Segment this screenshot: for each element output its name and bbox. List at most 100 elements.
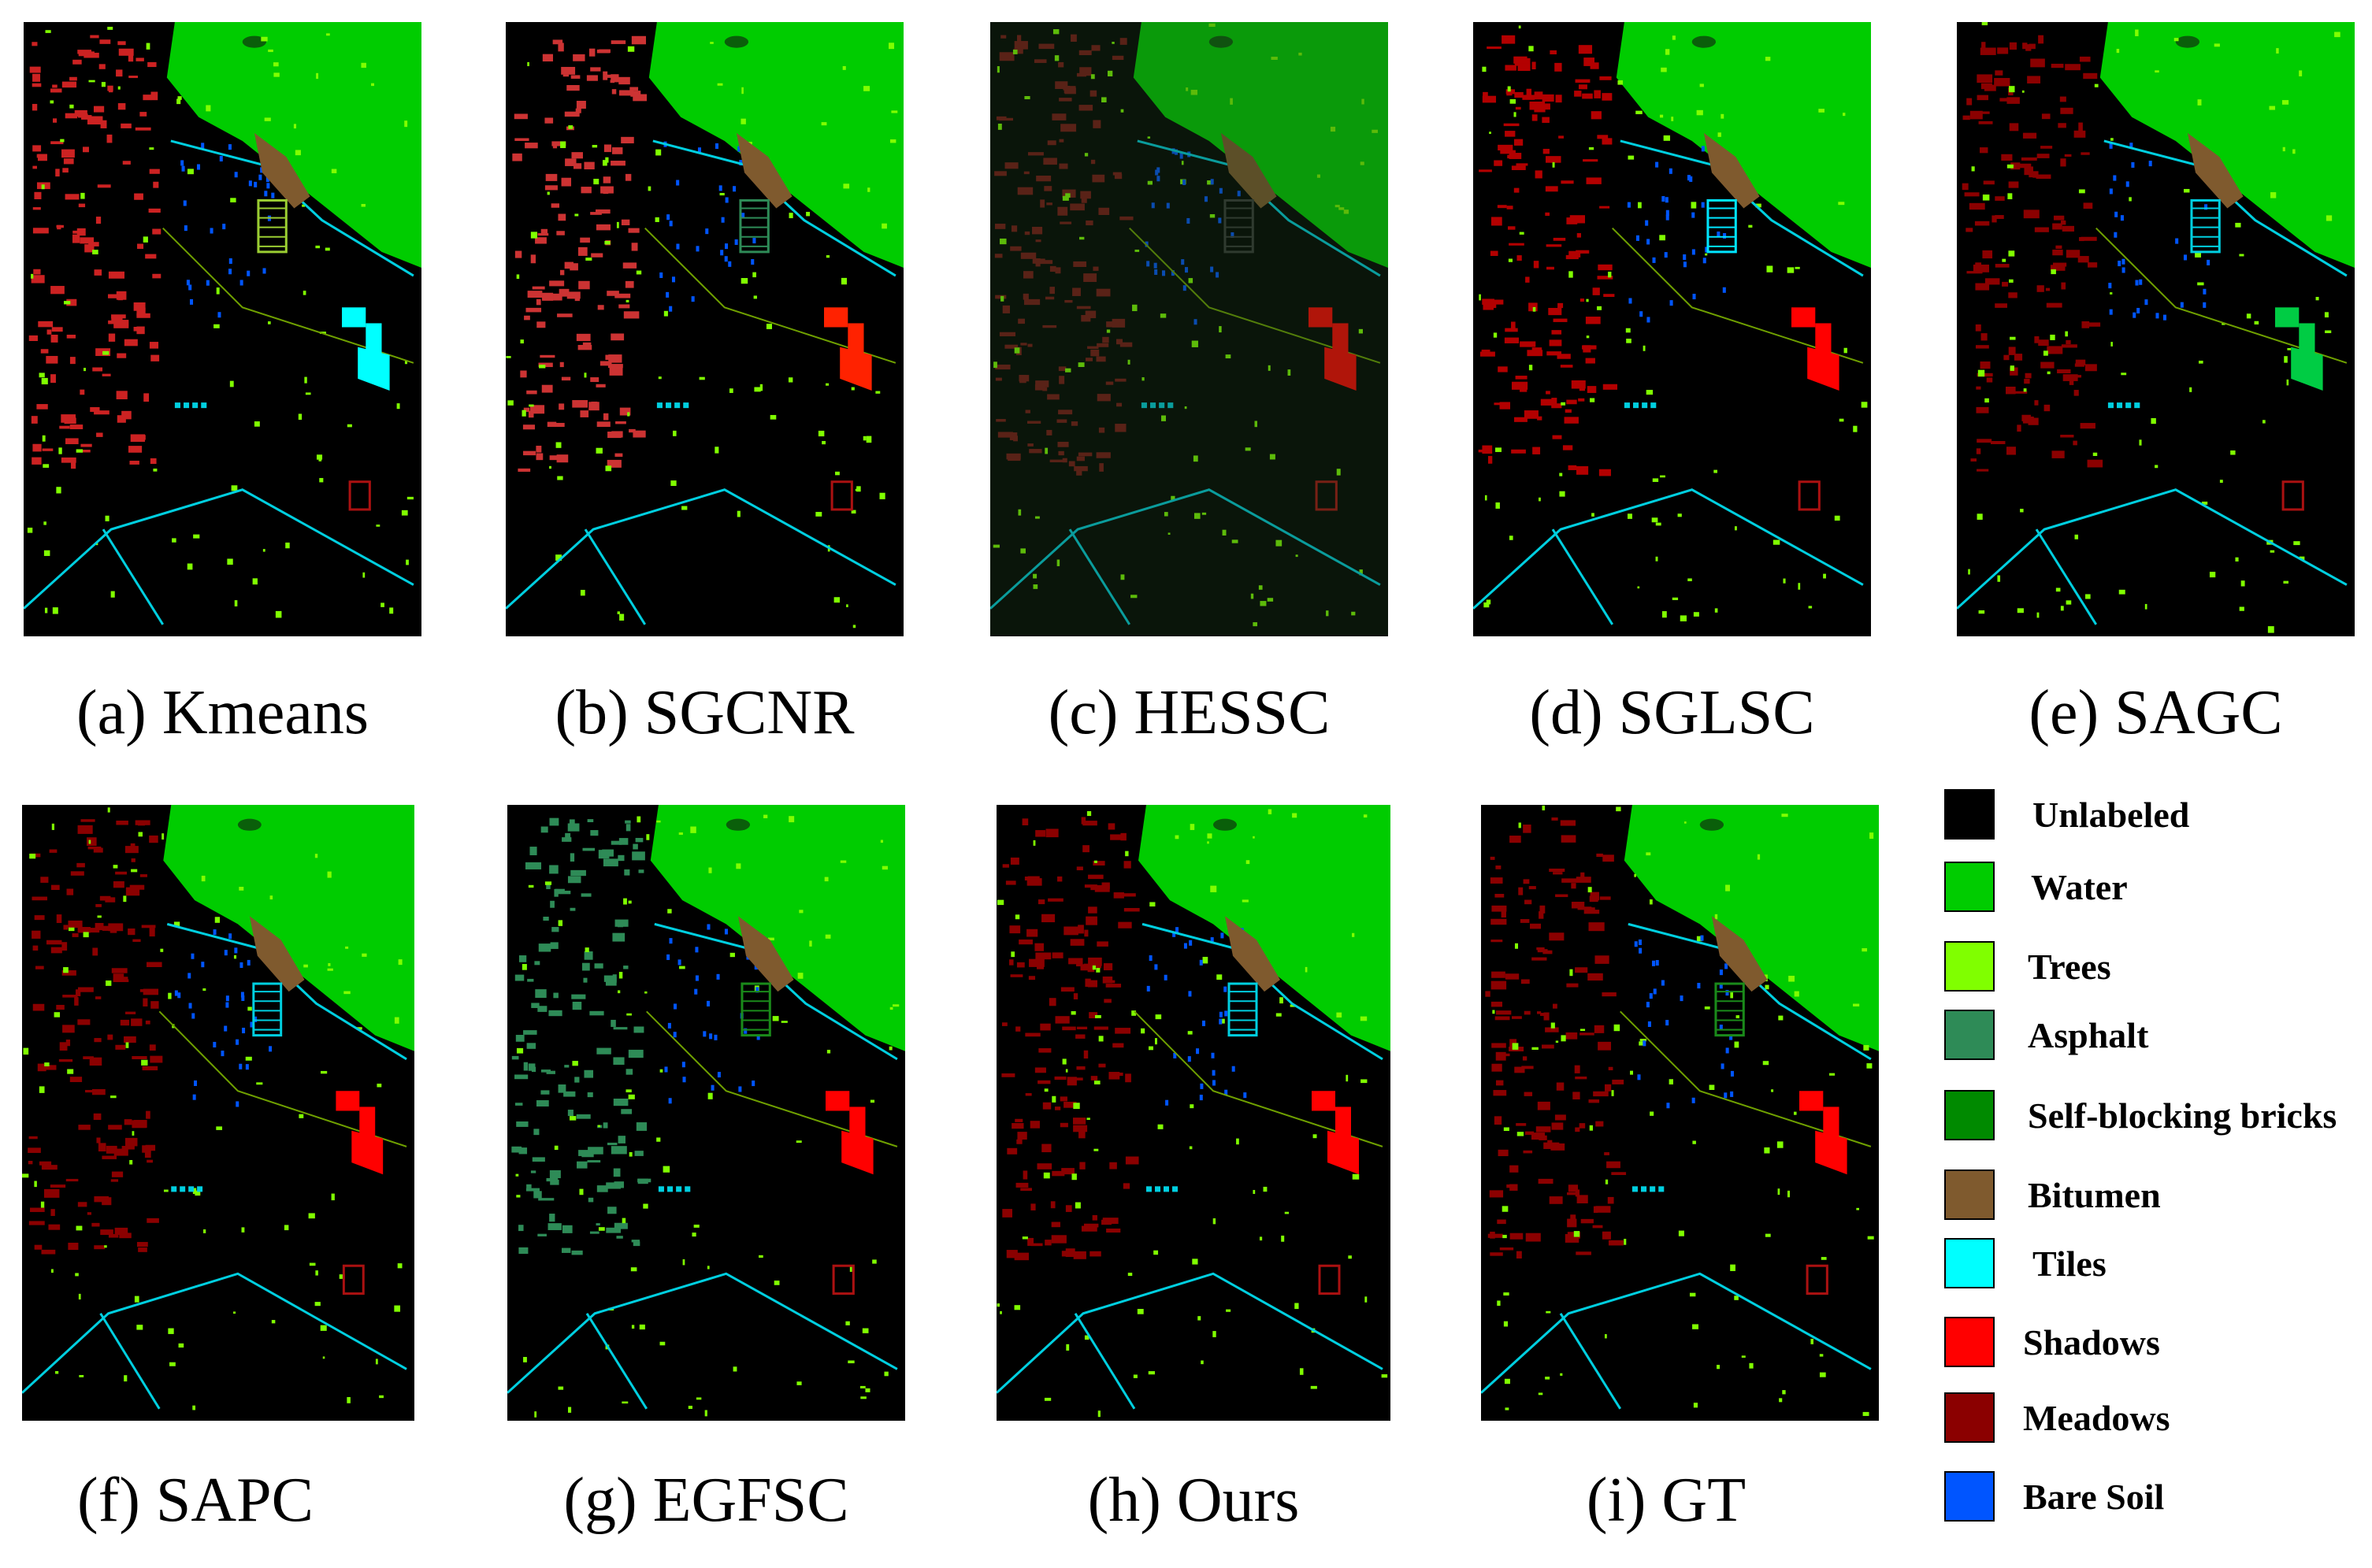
building-patch <box>1086 220 1093 226</box>
soil-patch <box>717 1072 721 1078</box>
river-island <box>724 35 749 48</box>
soil-patch <box>1172 931 1176 937</box>
legend-swatch <box>1944 789 1995 840</box>
tree-patch <box>319 477 324 483</box>
road-line <box>99 1312 161 1410</box>
building-patch <box>1490 980 1507 990</box>
tree-patch <box>522 964 527 970</box>
building-patch <box>1596 853 1603 857</box>
building-patch <box>1498 1149 1509 1157</box>
building-patch <box>1509 1233 1524 1240</box>
building-patch <box>1554 62 1562 72</box>
building-patch <box>1059 376 1065 384</box>
building-patch <box>1602 384 1618 390</box>
tree-patch <box>826 255 830 258</box>
tree-patch <box>520 339 524 344</box>
building-patch <box>114 1227 128 1236</box>
soil-patch <box>2113 175 2117 181</box>
soil-patch <box>191 1013 195 1019</box>
tile-square <box>1172 1186 1178 1192</box>
soil-patch <box>241 995 245 1001</box>
building-patch <box>113 1148 128 1156</box>
building-patch <box>1525 1233 1541 1242</box>
building-patch <box>91 1088 106 1095</box>
tree-patch <box>1201 512 1207 515</box>
tree-patch <box>2230 450 2236 455</box>
soil-patch <box>1661 196 1665 202</box>
tree-patch <box>2135 29 2139 36</box>
building-patch <box>1506 1184 1511 1188</box>
building-patch <box>596 421 611 428</box>
building-patch <box>111 1171 124 1177</box>
building-patch <box>2014 354 2023 361</box>
building-patch <box>1083 1223 1099 1228</box>
building-patch <box>40 877 49 883</box>
building-patch <box>1975 283 1990 291</box>
building-patch <box>143 393 150 402</box>
soil-patch <box>721 217 725 223</box>
building-patch <box>1002 1209 1012 1218</box>
striped-lot <box>252 982 283 1037</box>
building-patch <box>553 992 559 999</box>
building-patch <box>623 311 640 319</box>
tree-patch <box>2270 192 2277 198</box>
building-patch <box>1024 231 1030 235</box>
building-patch <box>1543 1012 1550 1021</box>
tree-patch <box>1555 1040 1559 1043</box>
tree-patch <box>693 1225 700 1228</box>
building-patch <box>1983 180 1995 185</box>
tree-patch <box>375 1359 378 1365</box>
soil-patch <box>1184 267 1189 273</box>
tree-patch <box>1605 1334 1607 1339</box>
tree-patch <box>80 192 85 199</box>
building-patch <box>1536 104 1550 109</box>
soil-patch <box>1725 990 1729 996</box>
building-patch <box>561 177 572 187</box>
building-patch <box>1560 365 1573 368</box>
soil-patch <box>1212 1069 1216 1076</box>
tree-patch <box>1033 573 1038 579</box>
tile-square <box>180 1186 186 1192</box>
tree-patch <box>203 1229 206 1233</box>
soil-patch <box>236 1039 239 1045</box>
building-patch <box>100 120 107 128</box>
building-patch <box>590 212 602 215</box>
building-patch <box>1027 343 1033 347</box>
building-patch <box>1585 358 1595 364</box>
building-patch <box>1524 899 1532 905</box>
building-patch <box>1513 187 1520 193</box>
building-patch <box>1574 91 1582 97</box>
river-island <box>1208 35 1234 48</box>
tree-patch <box>1643 345 1646 351</box>
soil-patch <box>191 953 195 959</box>
tree-patch <box>1298 52 1302 56</box>
building-patch <box>997 432 1013 438</box>
tree-patch <box>796 1381 802 1385</box>
building-patch <box>128 446 143 453</box>
tile-square <box>1631 1186 1638 1192</box>
building-patch <box>1583 57 1595 66</box>
building-patch <box>65 1178 79 1182</box>
tree-patch <box>1502 1206 1509 1212</box>
tree-patch <box>201 875 206 882</box>
building-patch <box>124 339 138 347</box>
meadow-outline <box>1806 1264 1828 1296</box>
building-patch <box>1994 78 2010 87</box>
building-patch <box>1070 203 1085 211</box>
building-patch <box>117 353 127 358</box>
soil-patch <box>1702 258 1706 264</box>
building-patch <box>2060 435 2074 438</box>
building-patch <box>1118 1072 1123 1077</box>
building-patch <box>1009 925 1021 934</box>
tree-patch <box>2197 282 2204 286</box>
tree-patch <box>2173 38 2179 42</box>
building-patch <box>1490 250 1498 257</box>
tree-patch <box>153 469 158 472</box>
building-patch <box>1978 120 1993 124</box>
tree-patch <box>659 1341 666 1346</box>
soil-patch <box>2120 215 2124 221</box>
tree-patch <box>1808 606 1813 609</box>
tile-square <box>667 1186 674 1192</box>
tree-patch <box>584 373 587 378</box>
building-patch <box>1509 836 1521 843</box>
